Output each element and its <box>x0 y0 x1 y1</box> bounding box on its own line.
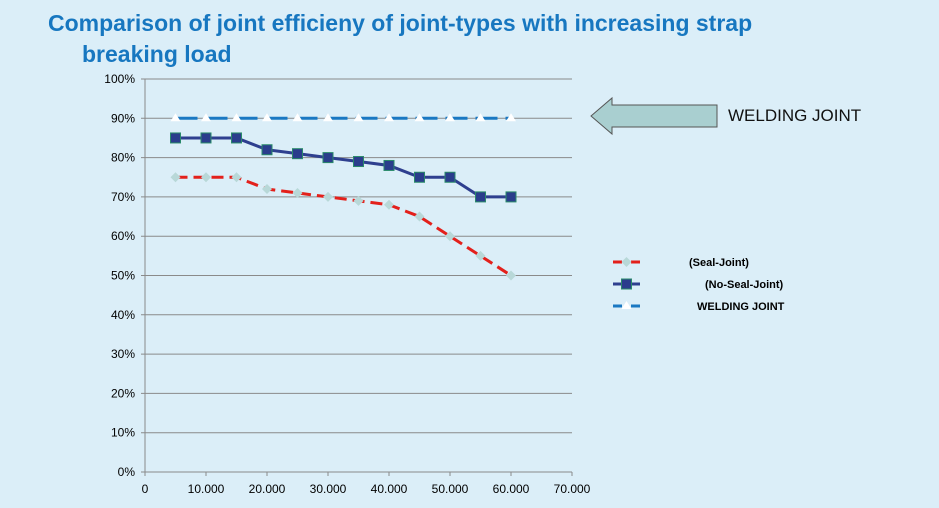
data-point-square <box>322 152 334 164</box>
data-point-triangle <box>445 113 455 122</box>
data-point-diamond <box>445 231 455 242</box>
data-point-triangle <box>201 113 211 122</box>
data-point-triangle <box>353 113 364 122</box>
data-point-diamond <box>323 191 333 202</box>
welding-joint-annotation: WELDING JOINT <box>728 106 862 125</box>
data-point-diamond <box>506 270 516 281</box>
y-tick-label: 10% <box>111 426 135 440</box>
data-point-square <box>505 191 517 203</box>
data-point-triangle <box>262 113 272 122</box>
x-tick-label: 0 <box>142 482 149 496</box>
data-point-triangle <box>621 301 632 309</box>
x-tick-label: 70.000 <box>554 482 591 496</box>
data-point-square <box>475 191 486 203</box>
data-point-diamond <box>621 257 632 267</box>
data-point-square <box>414 171 425 183</box>
data-point-square <box>383 159 395 171</box>
title-line-2: breaking load <box>82 41 232 67</box>
data-point-triangle <box>475 113 486 122</box>
y-tick-label: 30% <box>111 347 135 361</box>
chart-title: Comparison of joint efficieny of joint-t… <box>48 8 752 70</box>
data-point-square <box>200 132 212 144</box>
y-tick-label: 20% <box>111 386 135 400</box>
y-tick-label: 90% <box>111 111 135 125</box>
y-tick-label: 80% <box>111 151 135 165</box>
data-point-diamond <box>475 250 486 261</box>
data-point-triangle <box>506 113 516 122</box>
title-line-1: Comparison of joint efficieny of joint-t… <box>48 10 753 36</box>
legend-label: WELDING JOINT <box>697 301 785 313</box>
legend-label: (Seal-Joint) <box>689 257 749 269</box>
arrow-left-icon <box>590 96 718 136</box>
data-point-square <box>170 132 181 144</box>
data-point-square <box>261 144 273 156</box>
data-point-diamond <box>231 172 242 183</box>
y-tick-label: 50% <box>111 269 135 283</box>
data-point-square <box>621 278 632 290</box>
data-point-square <box>353 156 364 168</box>
x-tick-label: 10.000 <box>188 482 225 496</box>
data-point-diamond <box>170 172 181 183</box>
data-point-diamond <box>384 199 394 210</box>
data-point-triangle <box>292 113 303 122</box>
x-tick-label: 30.000 <box>310 482 347 496</box>
y-tick-label: 60% <box>111 229 135 243</box>
data-point-square <box>444 171 456 183</box>
y-tick-label: 70% <box>111 190 135 204</box>
data-point-triangle <box>414 113 425 122</box>
series-line <box>175 136 511 199</box>
x-tick-label: 40.000 <box>371 482 408 496</box>
data-point-diamond <box>353 195 364 206</box>
data-point-square <box>292 148 303 160</box>
y-tick-label: 100% <box>104 72 135 86</box>
data-point-triangle <box>384 113 394 122</box>
legend-label: (No-Seal-Joint) <box>705 279 784 291</box>
data-point-triangle <box>323 113 333 122</box>
data-point-diamond <box>201 172 211 183</box>
y-tick-label: 0% <box>118 465 136 479</box>
data-point-square <box>231 132 242 144</box>
x-tick-label: 50.000 <box>432 482 469 496</box>
data-point-diamond <box>292 187 303 198</box>
x-tick-label: 60.000 <box>493 482 530 496</box>
y-tick-label: 40% <box>111 308 135 322</box>
data-point-diamond <box>262 184 272 195</box>
data-point-triangle <box>231 113 242 122</box>
x-tick-label: 20.000 <box>249 482 286 496</box>
series-line <box>175 175 512 277</box>
data-point-triangle <box>170 113 181 122</box>
data-point-diamond <box>414 211 425 222</box>
